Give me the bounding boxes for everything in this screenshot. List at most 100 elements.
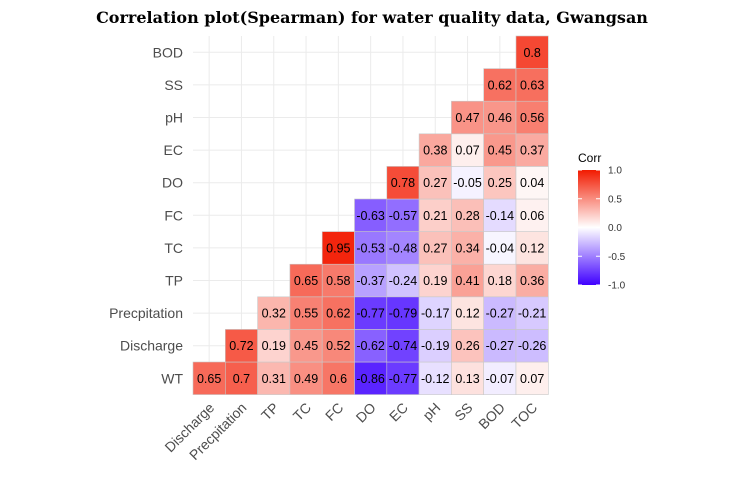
cell-value-label: -0.79 [389, 307, 418, 321]
cell-value-label: 0.34 [455, 241, 479, 255]
heatmap-cell [418, 231, 452, 265]
heatmap-cell [515, 198, 549, 232]
heatmap-cell [515, 100, 549, 135]
x-axis-tick-label: EC [386, 399, 411, 424]
legend-tick-label: -0.5 [608, 252, 626, 263]
cell-value-label: -0.53 [356, 241, 385, 255]
cell-value-label: 0.45 [488, 144, 512, 158]
cell-value-label: -0.27 [486, 339, 515, 353]
heatmap-cell [451, 361, 484, 395]
cell-value-label: 0.78 [391, 176, 415, 190]
cell-value-label: -0.21 [518, 307, 547, 321]
heatmap-cell [483, 361, 517, 395]
y-axis-tick-label: FC [164, 207, 183, 223]
legend-ticks: 1.0 0.5 0.0 -0.5 -1.0 [578, 166, 626, 292]
x-axis-tick-label: FC [322, 399, 347, 424]
heatmap-cell [515, 35, 549, 69]
heatmap-cell [321, 231, 355, 265]
heatmap-cell [418, 329, 452, 363]
cell-value-label: 0.47 [455, 111, 479, 125]
cell-value-label: -0.04 [486, 241, 515, 255]
heatmap-cell [451, 198, 484, 232]
heatmap-cell [386, 231, 420, 265]
color-legend: Corr 1.0 0.5 0.0 -0.5 -1.0 [578, 151, 626, 292]
heatmap-cell [451, 133, 484, 167]
y-axis-tick-label: TP [165, 273, 183, 289]
x-axis-tick-label: TOC [508, 399, 540, 431]
legend-color-bar [578, 170, 600, 285]
x-axis-tick-label: SS [451, 399, 476, 424]
cell-value-label: -0.57 [389, 209, 418, 223]
y-axis-tick-label: SS [164, 77, 183, 93]
cell-value-label: -0.62 [356, 339, 385, 353]
cell-value-label: -0.77 [389, 372, 418, 386]
y-axis-tick-label: BOD [153, 44, 183, 60]
x-axis-tick-label: DO [353, 399, 379, 425]
heatmap-cell [289, 361, 323, 395]
cell-value-label: 0.04 [520, 176, 544, 190]
heatmap-cell [483, 198, 517, 232]
heatmap-cell [192, 361, 226, 395]
heatmap-cell [321, 263, 355, 298]
cell-value-label: -0.86 [356, 372, 385, 386]
cell-value-label: 0.32 [262, 307, 286, 321]
heatmap-cell [225, 361, 258, 395]
heatmap-cell [451, 100, 484, 135]
y-axis-tick-label: Discharge [120, 338, 183, 354]
heatmap-cell [451, 166, 484, 200]
cell-value-label: 0.95 [326, 241, 350, 255]
y-axis-tick-label: EC [164, 142, 183, 158]
heatmap-cell [418, 133, 452, 167]
heatmap-cell [354, 296, 388, 330]
heatmap-cell [483, 263, 517, 298]
cell-value-label: 0.26 [455, 339, 479, 353]
cell-value-label: 0.06 [520, 209, 544, 223]
cell-value-label: 0.12 [520, 241, 544, 255]
heatmap-cell [418, 263, 452, 298]
chart-title: Correlation plot(Spearman) for water qua… [96, 8, 648, 27]
y-axis-tick-label: Precpitation [109, 305, 183, 321]
y-axis-tick-label: TC [164, 240, 183, 256]
heatmap-cell [515, 166, 549, 200]
legend-title: Corr [578, 151, 601, 165]
cell-value-label: 0.07 [520, 372, 544, 386]
heatmap-cell [483, 68, 517, 102]
y-axis-labels: WT Discharge Precpitation TP TC FC DO EC pH SS BOD [109, 44, 183, 386]
cell-value-label: -0.77 [356, 307, 385, 321]
cell-value-label: 0.21 [423, 209, 447, 223]
legend-tick-label: 0.5 [608, 194, 622, 205]
cell-value-label: 0.63 [520, 78, 544, 92]
cell-value-label: 0.13 [455, 372, 479, 386]
cell-value-label: 0.58 [326, 274, 350, 288]
y-axis-tick-label: DO [162, 175, 183, 191]
cell-value-label: 0.37 [520, 144, 544, 158]
heatmap-cell [386, 166, 420, 200]
x-axis-tick-label: BOD [475, 399, 508, 432]
cell-value-label: 0.8 [523, 46, 540, 60]
cell-value-label: 0.19 [262, 339, 286, 353]
cell-value-label: 0.46 [488, 111, 512, 125]
cell-value-label: 0.27 [423, 176, 447, 190]
heatmap-cell [483, 329, 517, 363]
cell-value-label: 0.19 [423, 274, 447, 288]
cell-value-label: -0.26 [518, 339, 547, 353]
cell-value-label: -0.37 [356, 274, 385, 288]
cell-value-label: -0.19 [421, 339, 450, 353]
cell-value-label: -0.05 [453, 176, 482, 190]
y-axis-tick-label: pH [165, 110, 183, 126]
cell-value-label: 0.49 [294, 372, 318, 386]
cell-value-label: 0.31 [262, 372, 286, 386]
cell-value-label: 0.7 [233, 372, 250, 386]
heatmap-cell [483, 231, 517, 265]
heatmap-cell [354, 198, 388, 232]
x-axis-tick-label: TC [290, 399, 315, 424]
x-axis-tick-label: pH [419, 399, 443, 423]
heatmap-cell [418, 361, 452, 395]
cell-value-label: -0.17 [421, 307, 450, 321]
heatmap-cell [451, 263, 484, 298]
heatmap-cell [515, 329, 549, 363]
heatmap-cell [289, 329, 323, 363]
cell-value-label: 0.27 [423, 241, 447, 255]
